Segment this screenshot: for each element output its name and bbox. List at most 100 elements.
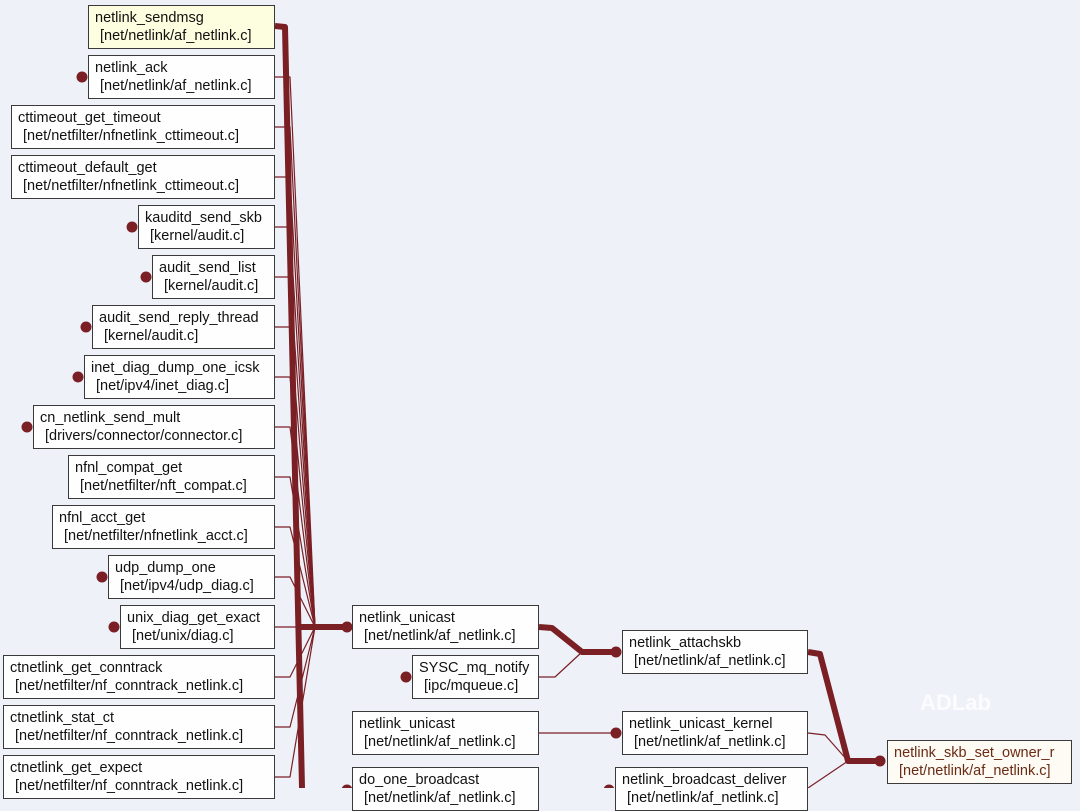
function-node-netlink-attachskb[interactable]: netlink_attachskb [net/netlink/af_netlink… xyxy=(622,630,808,674)
edge-endpoint-dot xyxy=(76,71,88,83)
source-file: [net/netlink/af_netlink.c] xyxy=(364,790,516,806)
source-file: [net/netfilter/nf_conntrack_netlink.c] xyxy=(15,678,244,694)
function-node-ctnetlink-stat-ct[interactable]: ctnetlink_stat_ct [net/netfilter/nf_connt… xyxy=(3,705,275,749)
source-file: [net/netlink/af_netlink.c] xyxy=(364,734,516,750)
hot-call-edge xyxy=(538,624,616,655)
source-file: [net/netlink/af_netlink.c] xyxy=(364,628,516,644)
source-file: [net/ipv4/udp_diag.c] xyxy=(120,578,254,594)
source-file: [net/unix/diag.c] xyxy=(132,628,234,644)
source-file: [net/netlink/af_netlink.c] xyxy=(634,734,786,750)
function-name: SYSC_mq_notify xyxy=(419,660,530,676)
function-name: unix_diag_get_exact xyxy=(127,610,261,626)
function-node-nfnl-compat-get[interactable]: nfnl_compat_get [net/netfilter/nft_compat… xyxy=(68,455,275,499)
function-node-unix-diag-get-exact[interactable]: unix_diag_get_exact [net/unix/diag.c] xyxy=(120,605,275,649)
edge-endpoint-dot xyxy=(72,371,84,383)
function-node-cn-netlink-send-mult[interactable]: cn_netlink_send_mult [drivers/connector/c… xyxy=(33,405,275,449)
function-node-netlink-broadcast-deliver[interactable]: netlink_broadcast_deliver [net/netlink/af… xyxy=(615,767,808,811)
function-name: cttimeout_get_timeout xyxy=(18,110,161,126)
function-name: netlink_ack xyxy=(95,60,168,76)
function-node-ctnetlink-get-conntrack[interactable]: ctnetlink_get_conntrack [net/netfilter/nf… xyxy=(3,655,275,699)
function-name: netlink_sendmsg xyxy=(95,10,204,26)
function-node-do-one-broadcast[interactable]: do_one_broadcast [net/netlink/af_netlink.… xyxy=(352,767,539,811)
call-edge xyxy=(275,626,316,728)
source-file: [net/ipv4/inet_diag.c] xyxy=(96,378,230,394)
function-node-nfnl-acct-get[interactable]: nfnl_acct_get [net/netfilter/nfnetlink_ac… xyxy=(52,505,275,549)
source-file: [net/netfilter/nfnetlink_cttimeout.c] xyxy=(23,178,239,194)
hot-call-edge xyxy=(807,649,880,764)
source-file: [net/netfilter/nft_compat.c] xyxy=(80,478,247,494)
function-node-inet-diag-dump-one-icsk[interactable]: inet_diag_dump_one_icsk [net/ipv4/inet_di… xyxy=(84,355,275,399)
function-node-netlink-ack[interactable]: netlink_ack [net/netlink/af_netlink.c] xyxy=(88,55,275,99)
source-file: [net/netfilter/nf_conntrack_netlink.c] xyxy=(15,728,244,744)
function-node-netlink-unicast-kernel[interactable]: netlink_unicast_kernel [net/netlink/af_ne… xyxy=(622,711,808,755)
source-file: [net/netfilter/nfnetlink_cttimeout.c] xyxy=(23,128,239,144)
function-node-audit-send-reply-thread[interactable]: audit_send_reply_thread [kernel/audit.c] xyxy=(92,305,275,349)
source-file: [net/netfilter/nf_conntrack_netlink.c] xyxy=(15,778,244,794)
call-edge xyxy=(807,760,849,788)
source-file: [kernel/audit.c] xyxy=(164,278,259,294)
function-name: netlink_unicast xyxy=(359,716,455,732)
function-node-netlink-sendmsg[interactable]: netlink_sendmsg [net/netlink/af_netlink.c… xyxy=(88,5,275,49)
function-node-cttimeout-default-get[interactable]: cttimeout_default_get [net/netfilter/nfne… xyxy=(11,155,275,199)
edge-endpoint-dot xyxy=(400,671,412,683)
call-edge xyxy=(275,476,316,628)
edge-endpoint-dot xyxy=(126,221,138,233)
source-file: [net/netfilter/nfnetlink_acct.c] xyxy=(64,528,248,544)
function-name: netlink_skb_set_owner_r xyxy=(894,745,1055,761)
call-edge xyxy=(807,732,849,762)
source-file: [net/netlink/af_netlink.c] xyxy=(100,78,252,94)
function-name: netlink_unicast xyxy=(359,610,455,626)
edge-endpoint-dot xyxy=(21,421,33,433)
function-node-kauditd-send-skb[interactable]: kauditd_send_skb [kernel/audit.c] xyxy=(138,205,275,249)
function-node-cttimeout-get-timeout[interactable]: cttimeout_get_timeout [net/netfilter/nfne… xyxy=(11,105,275,149)
edge-endpoint-dot xyxy=(341,621,353,633)
function-name: audit_send_reply_thread xyxy=(99,310,259,326)
edge-endpoint-dot xyxy=(140,271,152,283)
function-name: udp_dump_one xyxy=(115,560,216,576)
function-name: netlink_broadcast_deliver xyxy=(622,772,787,788)
edge-endpoint-dot xyxy=(874,755,886,767)
edge-endpoint-dot xyxy=(108,621,120,633)
function-name: ctnetlink_stat_ct xyxy=(10,710,114,726)
function-name: nfnl_compat_get xyxy=(75,460,183,476)
function-node-SYSC-mq-notify[interactable]: SYSC_mq_notify [ipc/mqueue.c] xyxy=(412,655,539,699)
function-node-audit-send-list[interactable]: audit_send_list [kernel/audit.c] xyxy=(152,255,275,299)
function-name: ctnetlink_get_conntrack xyxy=(10,660,163,676)
call-edge xyxy=(275,626,316,678)
function-name: do_one_broadcast xyxy=(359,772,480,788)
edge-endpoint-dot xyxy=(610,727,622,739)
function-name: cttimeout_default_get xyxy=(18,160,157,176)
source-file: [kernel/audit.c] xyxy=(104,328,199,344)
function-name: cn_netlink_send_mult xyxy=(40,410,181,426)
edge-endpoint-dot xyxy=(603,784,615,788)
hot-call-edge xyxy=(274,23,305,788)
edge-endpoint-dot xyxy=(610,646,622,658)
call-edge xyxy=(539,651,583,678)
function-node-udp-dump-one[interactable]: udp_dump_one [net/ipv4/udp_diag.c] xyxy=(108,555,275,599)
source-file: [net/netlink/af_netlink.c] xyxy=(627,790,779,806)
source-file: [net/netlink/af_netlink.c] xyxy=(899,763,1051,779)
source-file: [ipc/mqueue.c] xyxy=(424,678,519,694)
source-file: [net/netlink/af_netlink.c] xyxy=(100,28,252,44)
source-file: [net/netlink/af_netlink.c] xyxy=(634,653,786,669)
function-node-netlink-unicast[interactable]: netlink_unicast [net/netlink/af_netlink.c… xyxy=(352,605,539,649)
edge-endpoint-dot xyxy=(80,321,92,333)
edge-endpoint-dot xyxy=(96,571,108,583)
function-node-netlink-unicast[interactable]: netlink_unicast [net/netlink/af_netlink.c… xyxy=(352,711,539,755)
function-node-netlink-skb-set-owner-r[interactable]: netlink_skb_set_owner_r [net/netlink/af_n… xyxy=(887,740,1072,784)
call-edge xyxy=(275,626,316,778)
call-edge xyxy=(275,526,316,628)
watermark: ADLab xyxy=(920,690,991,715)
edge-endpoint-dot xyxy=(341,784,353,788)
function-name: netlink_attachskb xyxy=(629,635,742,651)
call-edge xyxy=(275,576,316,628)
call-edge xyxy=(275,426,316,628)
source-file: [kernel/audit.c] xyxy=(150,228,245,244)
call-edges xyxy=(21,23,886,788)
function-name: inet_diag_dump_one_icsk xyxy=(91,360,260,376)
function-name: ctnetlink_get_expect xyxy=(10,760,143,776)
function-name: netlink_unicast_kernel xyxy=(629,716,773,732)
function-name: nfnl_acct_get xyxy=(59,510,146,526)
function-node-ctnetlink-get-expect[interactable]: ctnetlink_get_expect [net/netfilter/nf_co… xyxy=(3,755,275,799)
source-file: [drivers/connector/connector.c] xyxy=(45,428,243,444)
